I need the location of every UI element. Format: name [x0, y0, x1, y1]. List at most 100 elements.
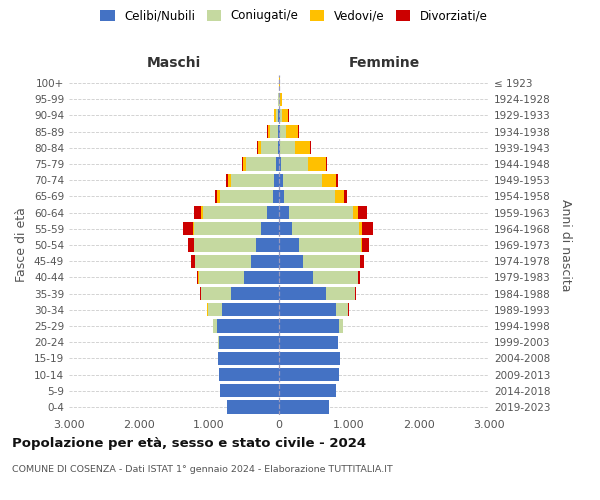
- Bar: [278, 125, 279, 138]
- Bar: [257, 141, 258, 154]
- Bar: [335, 190, 344, 203]
- Bar: [218, 352, 279, 365]
- Bar: [279, 158, 281, 170]
- Bar: [279, 238, 299, 252]
- Bar: [213, 320, 217, 332]
- Bar: [278, 141, 279, 154]
- Bar: [279, 303, 336, 316]
- Bar: [194, 222, 261, 235]
- Bar: [295, 141, 310, 154]
- Bar: [362, 222, 373, 235]
- Bar: [362, 238, 369, 252]
- Bar: [339, 320, 343, 332]
- Bar: [353, 206, 358, 220]
- Bar: [361, 238, 362, 252]
- Bar: [289, 206, 353, 220]
- Bar: [221, 303, 279, 316]
- Bar: [279, 254, 303, 268]
- Bar: [284, 190, 335, 203]
- Text: Femmine: Femmine: [349, 56, 419, 70]
- Bar: [303, 254, 359, 268]
- Bar: [322, 174, 336, 187]
- Bar: [279, 206, 289, 220]
- Bar: [191, 254, 194, 268]
- Bar: [279, 352, 340, 365]
- Y-axis label: Fasce di età: Fasce di età: [16, 208, 28, 282]
- Bar: [336, 174, 338, 187]
- Bar: [203, 206, 267, 220]
- Bar: [280, 141, 295, 154]
- Bar: [215, 190, 217, 203]
- Bar: [202, 287, 232, 300]
- Bar: [299, 238, 361, 252]
- Bar: [193, 222, 194, 235]
- Bar: [358, 270, 360, 284]
- Bar: [256, 238, 279, 252]
- Bar: [279, 368, 338, 381]
- Bar: [358, 206, 367, 220]
- Text: Maschi: Maschi: [147, 56, 201, 70]
- Bar: [220, 190, 272, 203]
- Bar: [258, 141, 261, 154]
- Bar: [227, 400, 279, 413]
- Bar: [279, 125, 280, 138]
- Bar: [217, 320, 279, 332]
- Bar: [200, 287, 201, 300]
- Bar: [194, 238, 256, 252]
- Bar: [217, 190, 220, 203]
- Bar: [355, 287, 356, 300]
- Bar: [279, 141, 280, 154]
- Bar: [194, 206, 201, 220]
- Bar: [282, 109, 289, 122]
- Text: COMUNE DI COSENZA - Dati ISTAT 1° gennaio 2024 - Elaborazione TUTTITALIA.IT: COMUNE DI COSENZA - Dati ISTAT 1° gennai…: [12, 465, 393, 474]
- Bar: [279, 190, 284, 203]
- Bar: [274, 109, 275, 122]
- Bar: [218, 336, 219, 349]
- Bar: [360, 254, 364, 268]
- Bar: [184, 222, 193, 235]
- Bar: [275, 109, 278, 122]
- Bar: [261, 141, 278, 154]
- Bar: [270, 125, 278, 138]
- Bar: [276, 158, 279, 170]
- Bar: [279, 174, 283, 187]
- Bar: [219, 368, 279, 381]
- Bar: [227, 174, 231, 187]
- Bar: [280, 92, 282, 106]
- Bar: [219, 336, 279, 349]
- Bar: [199, 270, 244, 284]
- Bar: [208, 303, 221, 316]
- Bar: [279, 222, 292, 235]
- Bar: [344, 190, 347, 203]
- Bar: [246, 158, 276, 170]
- Bar: [292, 222, 359, 235]
- Bar: [279, 400, 329, 413]
- Bar: [336, 303, 348, 316]
- Bar: [251, 254, 279, 268]
- Bar: [220, 384, 279, 398]
- Bar: [326, 287, 355, 300]
- Bar: [268, 125, 270, 138]
- Bar: [244, 270, 279, 284]
- Bar: [195, 254, 251, 268]
- Bar: [359, 222, 362, 235]
- Bar: [231, 174, 274, 187]
- Bar: [279, 336, 338, 349]
- Bar: [272, 190, 279, 203]
- Bar: [274, 174, 279, 187]
- Bar: [281, 158, 308, 170]
- Y-axis label: Anni di nascita: Anni di nascita: [559, 198, 572, 291]
- Bar: [188, 238, 194, 252]
- Bar: [298, 125, 299, 138]
- Bar: [267, 206, 279, 220]
- Bar: [313, 270, 358, 284]
- Bar: [226, 174, 227, 187]
- Bar: [201, 206, 203, 220]
- Bar: [283, 174, 322, 187]
- Bar: [280, 125, 286, 138]
- Bar: [261, 222, 279, 235]
- Bar: [232, 287, 279, 300]
- Bar: [279, 270, 313, 284]
- Bar: [280, 109, 282, 122]
- Bar: [279, 76, 280, 90]
